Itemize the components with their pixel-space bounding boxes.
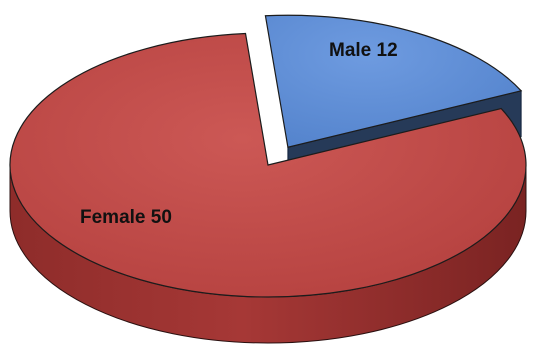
slice-label-female: Female 50: [80, 207, 172, 228]
slice-top-female: [9, 32, 527, 298]
slice-label-male: Male 12: [329, 40, 398, 61]
slice-top-male: [264, 14, 523, 148]
